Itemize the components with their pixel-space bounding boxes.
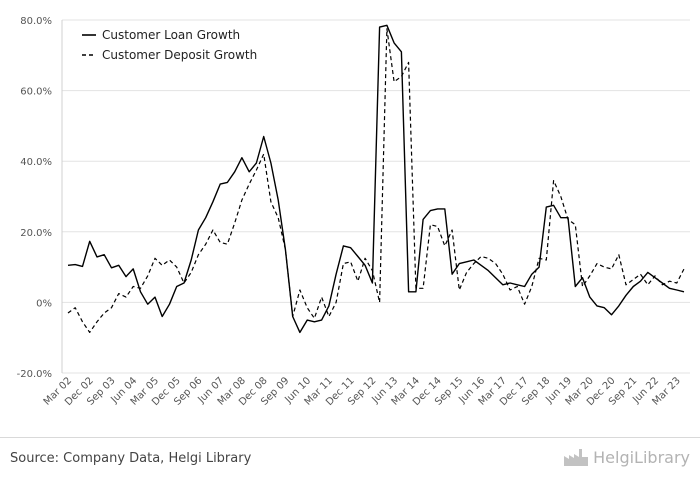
legend-item-loan: Customer Loan Growth — [82, 28, 240, 42]
brand-name: HelgiLibrary — [593, 447, 690, 467]
footer-divider — [0, 437, 700, 438]
legend-label-loan: Customer Loan Growth — [102, 28, 240, 42]
series-line-deposit-growth — [67, 28, 685, 333]
y-tick-label: 20.0% — [20, 228, 52, 239]
y-tick-label: 60.0% — [20, 87, 52, 98]
source-note: Source: Company Data, Helgi Library — [10, 451, 252, 466]
y-tick-label: 40.0% — [20, 157, 52, 168]
y-tick-label: -20.0% — [17, 369, 52, 380]
gridlines — [61, 19, 690, 374]
factory-icon — [564, 449, 589, 466]
series-line-loan-growth — [67, 24, 685, 334]
legend-label-deposit: Customer Deposit Growth — [102, 48, 257, 62]
brand-logo: HelgiLibrary — [563, 447, 690, 467]
series-lines — [67, 24, 685, 334]
footer: Source: Company Data, Helgi Library Helg… — [0, 437, 700, 483]
legend: Customer Loan Growth Customer Deposit Gr… — [82, 28, 257, 62]
y-tick-label: 80.0% — [20, 16, 52, 27]
y-axis-tick-labels: 80.0% 60.0% 40.0% 20.0% 0% -20.0% — [17, 16, 52, 380]
y-tick-label: 0% — [36, 298, 52, 309]
legend-item-deposit: Customer Deposit Growth — [82, 48, 257, 62]
